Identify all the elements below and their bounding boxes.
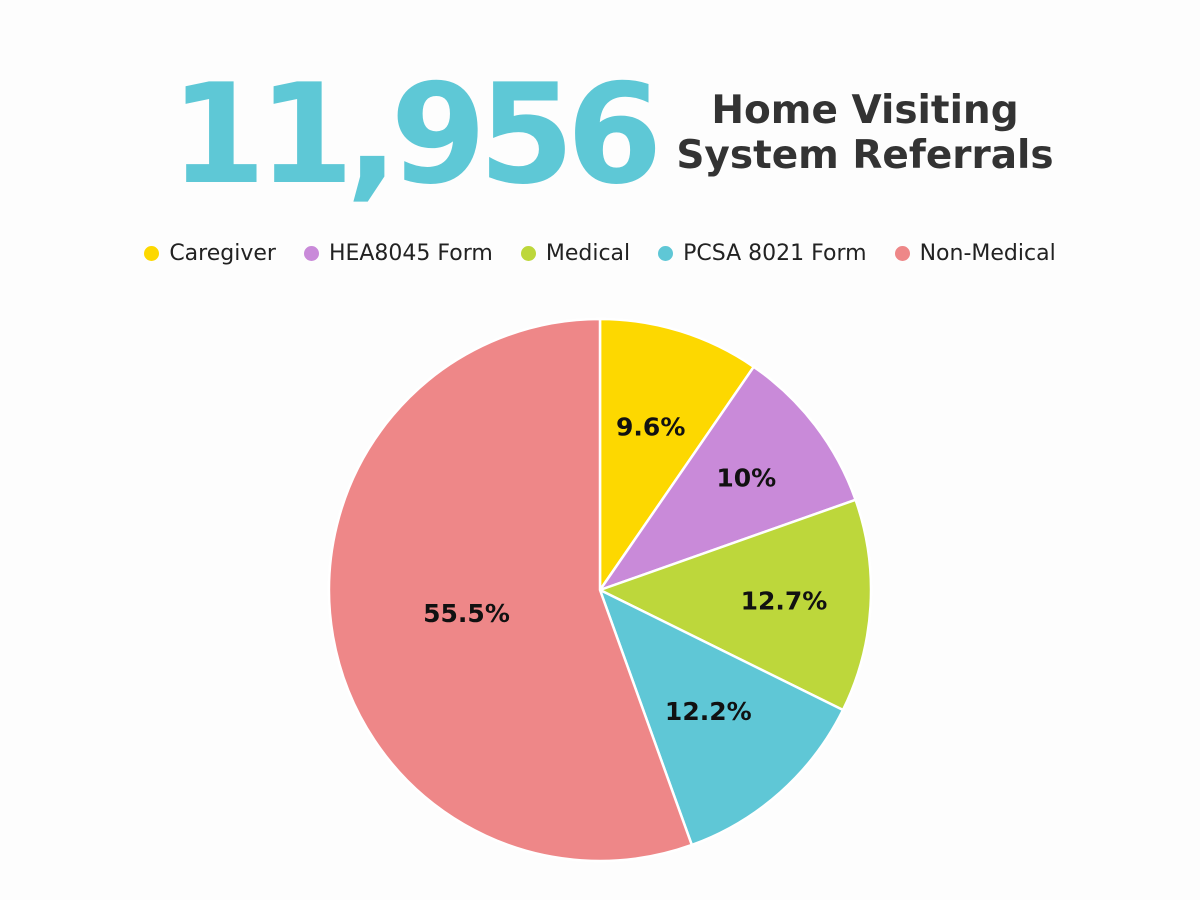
- pie-slice-labels: 9.6% 10% 12.7% 12.2% 55.5%: [423, 412, 827, 725]
- chart-legend: Caregiver HEA8045 Form Medical PCSA 8021…: [0, 236, 1200, 270]
- chart-title-line-2: System Referrals: [676, 133, 1054, 178]
- legend-item-hea8045-form: HEA8045 Form: [303, 240, 493, 266]
- legend-label-caregiver: Caregiver: [169, 240, 276, 266]
- legend-dot-caregiver: [144, 245, 160, 261]
- pie-slice-non-medical: [327, 317, 694, 863]
- pie-slice-hea8045-form: [598, 365, 857, 592]
- pie-slice-medical: [598, 498, 873, 712]
- pie-slices: [327, 317, 873, 863]
- legend-label-non-medical: Non-Medical: [919, 240, 1056, 266]
- referral-total: 11,956: [170, 54, 663, 215]
- slice-label-caregiver: 9.6%: [616, 412, 685, 441]
- legend-item-caregiver: Caregiver: [144, 241, 276, 266]
- slice-label-non-medical: 55.5%: [423, 599, 510, 628]
- legend-dot-non-medical: [894, 245, 910, 261]
- legend-dot-medical: [520, 245, 536, 261]
- legend-dot-pcsa-8021-form: [658, 245, 674, 261]
- chart-title-line-1: Home Visiting: [711, 88, 1019, 133]
- pie-slice-caregiver: [598, 317, 755, 592]
- legend-item-pcsa-8021-form: PCSA 8021 Form: [658, 240, 867, 266]
- legend-label-hea8045-form: HEA8045 Form: [328, 240, 493, 266]
- legend-dot-hea8045-form: [303, 245, 319, 261]
- legend-item-medical: Medical: [520, 240, 631, 266]
- chart-title: Home Visiting System Referrals: [655, 88, 1075, 178]
- slice-label-hea8045-form: 10%: [716, 463, 776, 492]
- pie-slice-pcsa-8021-form: [598, 588, 845, 847]
- legend-label-pcsa-8021-form: PCSA 8021 Form: [683, 240, 867, 266]
- legend-item-non-medical: Non-Medical: [894, 240, 1056, 266]
- slice-label-pcsa-8021-form: 12.2%: [665, 697, 752, 726]
- legend-label-medical: Medical: [545, 240, 631, 266]
- slice-label-medical: 12.7%: [741, 586, 828, 615]
